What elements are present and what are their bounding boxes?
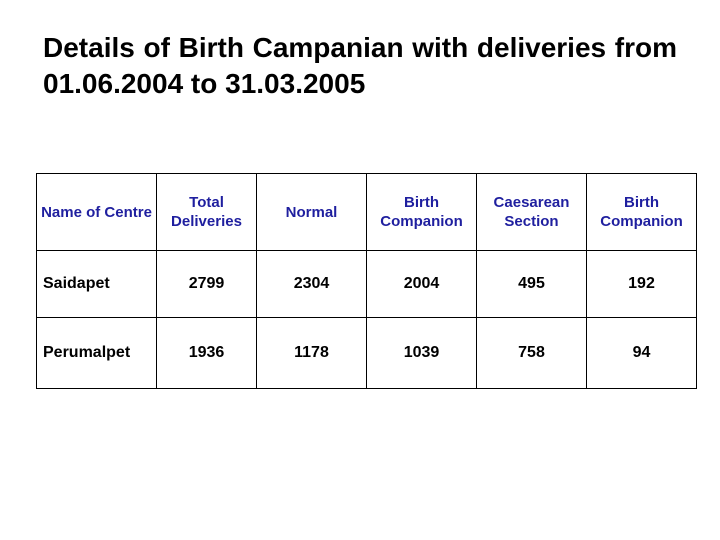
deliveries-table: Name of Centre Total Deliveries Normal B…	[36, 173, 697, 389]
cell-normal: 1178	[257, 318, 367, 389]
header-birth-companion-normal: Birth Companion	[367, 174, 477, 251]
cell-birth-companion-normal: 1039	[367, 318, 477, 389]
cell-caesarean-section: 495	[477, 251, 587, 318]
cell-caesarean-section: 758	[477, 318, 587, 389]
cell-normal: 2304	[257, 251, 367, 318]
header-birth-companion-caesarean: Birth Companion	[587, 174, 697, 251]
table-row: Perumalpet 1936 1178 1039 758 94	[37, 318, 697, 389]
cell-birth-companion-normal: 2004	[367, 251, 477, 318]
slide-title: Details of Birth Campanian with deliveri…	[43, 30, 677, 102]
cell-total-deliveries: 2799	[157, 251, 257, 318]
cell-centre-name: Perumalpet	[37, 318, 157, 389]
cell-total-deliveries: 1936	[157, 318, 257, 389]
header-caesarean-section: Caesarean Section	[477, 174, 587, 251]
cell-centre-name: Saidapet	[37, 251, 157, 318]
table-row: Saidapet 2799 2304 2004 495 192	[37, 251, 697, 318]
header-normal: Normal	[257, 174, 367, 251]
header-name-of-centre: Name of Centre	[37, 174, 157, 251]
table-header-row: Name of Centre Total Deliveries Normal B…	[37, 174, 697, 251]
cell-birth-companion-caesarean: 192	[587, 251, 697, 318]
cell-birth-companion-caesarean: 94	[587, 318, 697, 389]
header-total-deliveries: Total Deliveries	[157, 174, 257, 251]
